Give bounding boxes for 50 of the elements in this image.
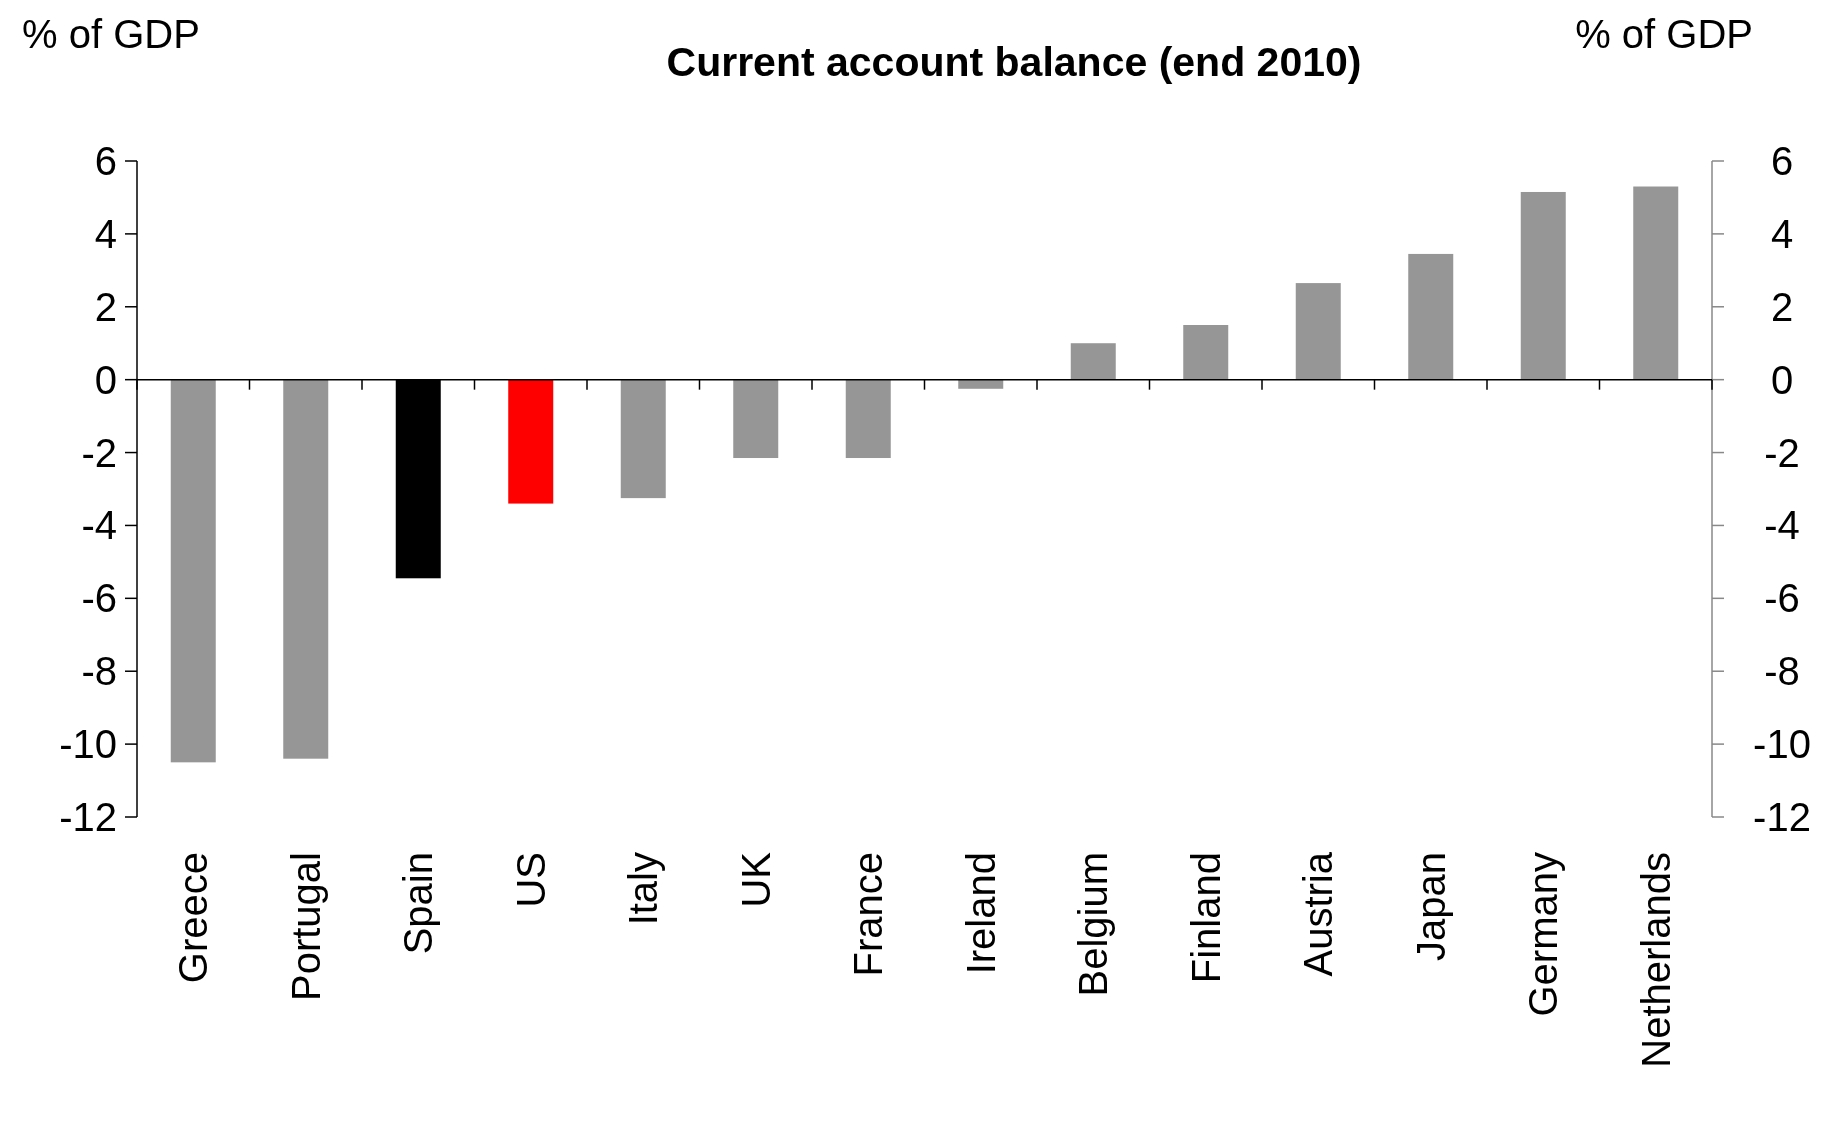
y-tick-label: 4 bbox=[94, 211, 117, 256]
x-tick-label: Finland bbox=[1183, 852, 1228, 984]
x-tick-label: Netherlands bbox=[1633, 852, 1678, 1068]
y2-tick-label: -8 bbox=[1764, 649, 1800, 694]
y2-tick-label: -10 bbox=[1753, 722, 1811, 767]
bar bbox=[620, 379, 666, 499]
y2-tick-label: -12 bbox=[1753, 795, 1811, 839]
y-tick-label: -6 bbox=[81, 576, 117, 621]
x-tick-label: Germany bbox=[1521, 852, 1566, 1017]
y2-tick-label: 2 bbox=[1770, 284, 1794, 329]
y2-tick-label: -2 bbox=[1764, 430, 1800, 475]
bar bbox=[170, 379, 216, 763]
y2-tick-label: -6 bbox=[1764, 576, 1800, 621]
y-tick-label: -2 bbox=[81, 430, 117, 475]
x-tick-label: Japan bbox=[1408, 852, 1453, 961]
bar bbox=[1633, 186, 1679, 380]
y2-tick-label: 6 bbox=[1770, 139, 1794, 183]
y-tick-label: 6 bbox=[94, 139, 117, 183]
y-tick-label: -10 bbox=[59, 722, 117, 767]
bar bbox=[1520, 191, 1566, 380]
bar bbox=[283, 379, 329, 759]
bar bbox=[508, 379, 554, 504]
y2-tick-label: -4 bbox=[1764, 503, 1800, 548]
x-tick-label: Greece bbox=[171, 852, 216, 984]
y-tick-label: -12 bbox=[59, 795, 117, 839]
x-tick-label: France bbox=[846, 852, 891, 977]
bar bbox=[1295, 283, 1341, 380]
x-tick-label: Austria bbox=[1296, 851, 1341, 977]
y2-axis-title: % of GDP bbox=[1575, 12, 1753, 56]
x-tick-label: US bbox=[508, 852, 553, 908]
bar bbox=[845, 379, 891, 459]
y-tick-label: -8 bbox=[81, 649, 117, 694]
x-tick-label: Spain bbox=[396, 852, 441, 955]
x-tick-label: Italy bbox=[621, 852, 666, 926]
y-tick-label: 2 bbox=[94, 284, 117, 329]
bar bbox=[1070, 343, 1116, 380]
x-tick-label: Belgium bbox=[1071, 852, 1116, 997]
x-tick-label: UK bbox=[733, 851, 778, 908]
chart-title: Current account balance (end 2010) bbox=[666, 39, 1362, 85]
bar bbox=[958, 379, 1004, 389]
y-tick-label: 0 bbox=[94, 357, 117, 402]
bar bbox=[1183, 325, 1229, 380]
x-tick-label: Portugal bbox=[283, 852, 328, 1001]
y2-tick-label: 0 bbox=[1770, 357, 1794, 402]
y-axis-title: % of GDP bbox=[22, 12, 200, 56]
bar bbox=[733, 379, 779, 459]
y2-tick-label: 4 bbox=[1770, 211, 1794, 256]
x-tick-label: Ireland bbox=[958, 852, 1003, 975]
bar bbox=[1408, 253, 1454, 380]
y-tick-label: -4 bbox=[81, 503, 117, 548]
